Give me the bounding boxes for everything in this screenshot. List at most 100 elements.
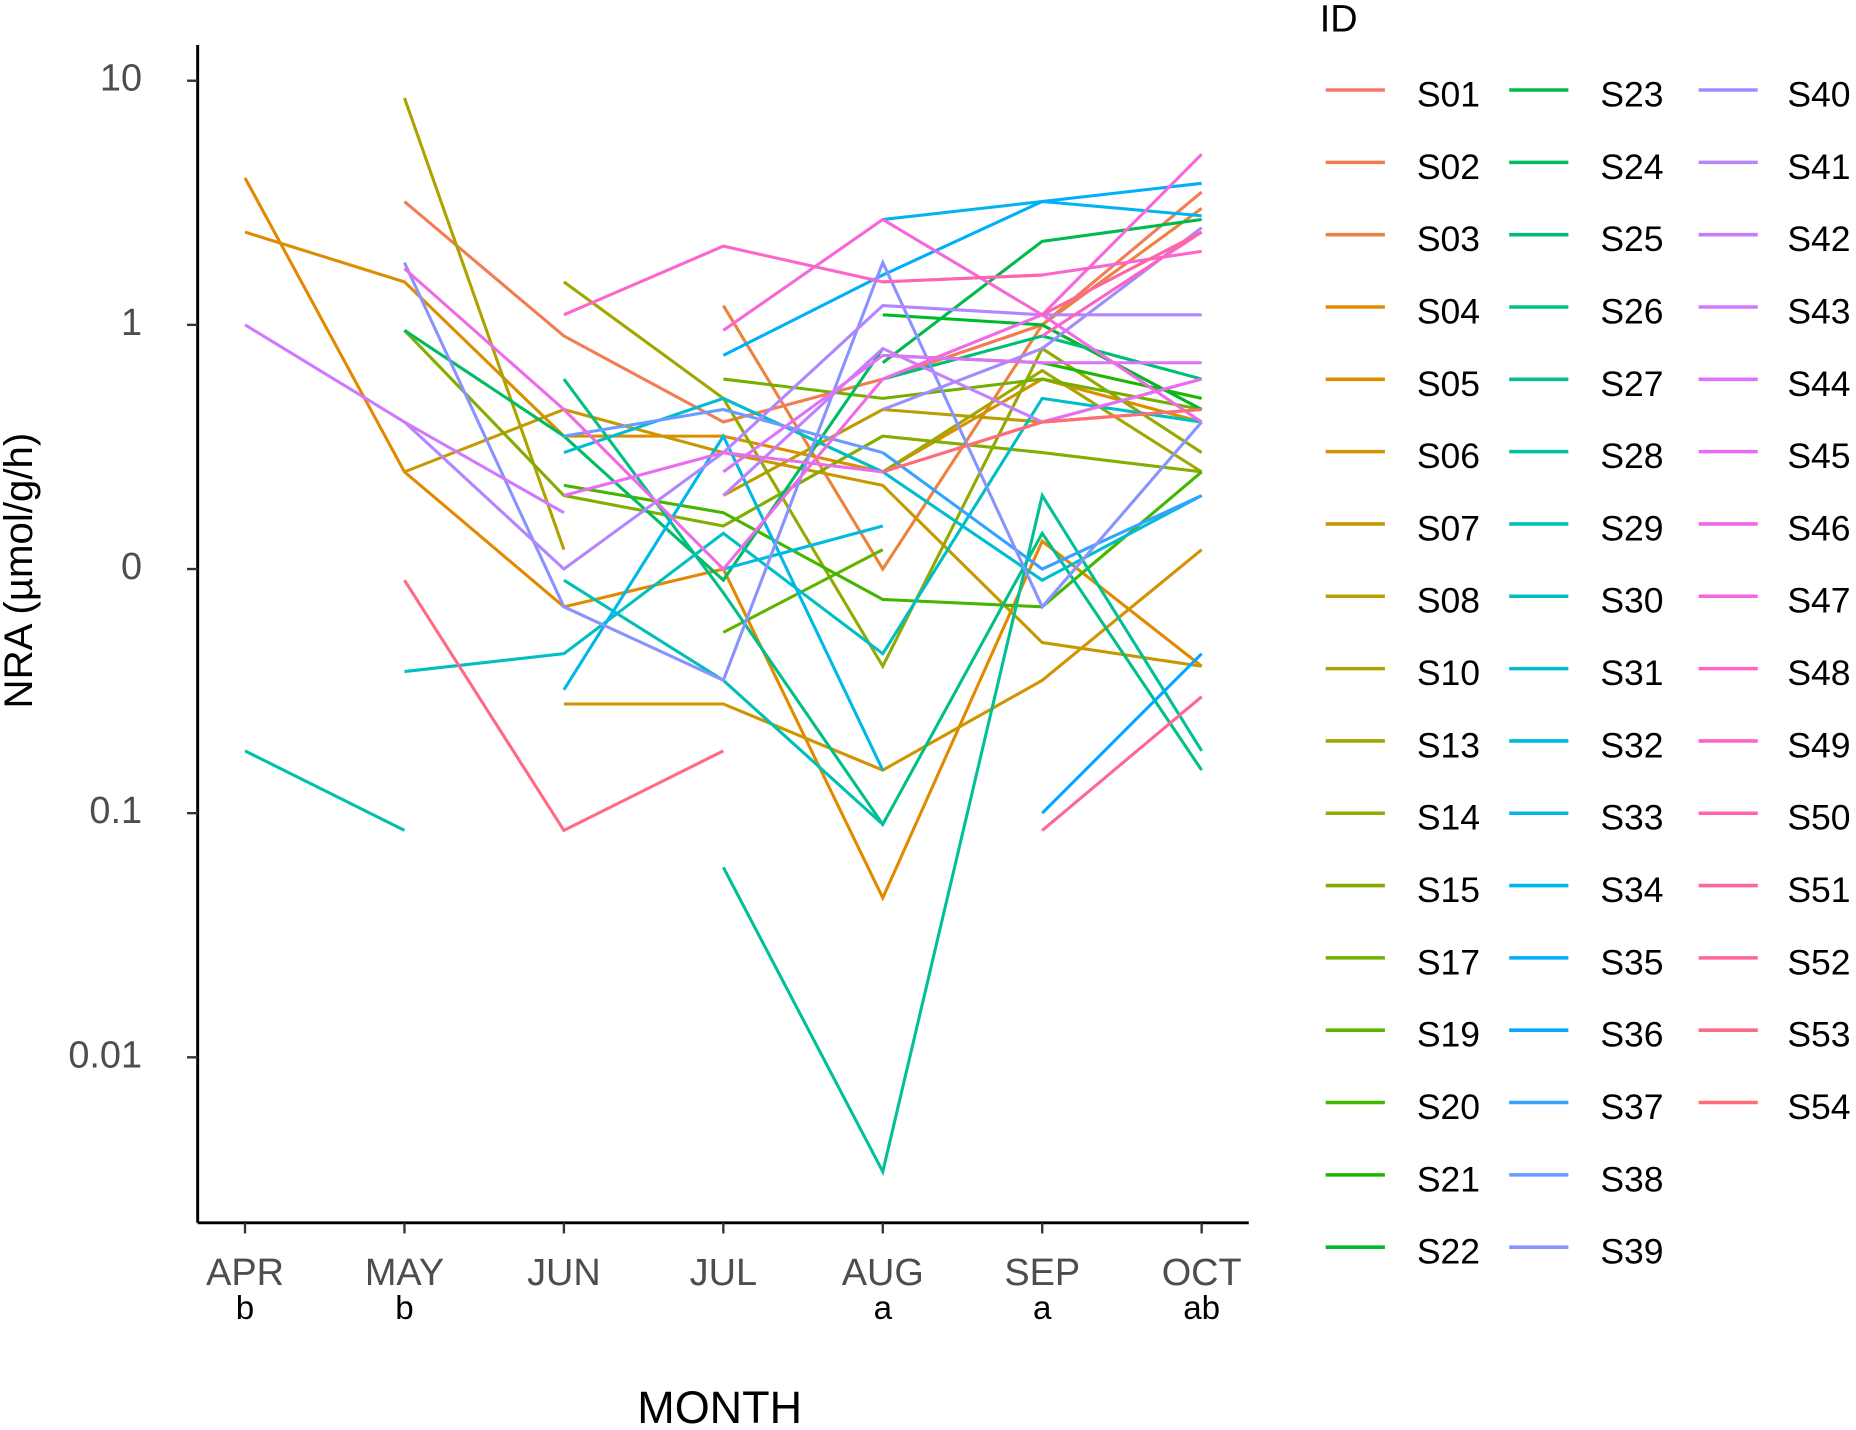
legend-label: S20 [1417,1087,1480,1127]
x-tick-label: APR [206,1252,284,1294]
legend-label: S07 [1417,508,1480,548]
series-line [403,258,1203,683]
legend-label: S25 [1600,219,1663,259]
legend-label: S42 [1787,219,1850,259]
legend-label: S19 [1417,1015,1480,1055]
legend-label: S32 [1600,725,1663,765]
y-axis-title: NRA (µmol/g/h) [0,433,41,709]
x-tick-letter: b [395,1290,413,1327]
legend-label: S15 [1417,870,1480,910]
x-tick-label: JUN [527,1252,601,1294]
legend-label: S23 [1600,74,1663,114]
legend-label: S08 [1417,581,1480,621]
x-tick-label: OCT [1162,1252,1242,1294]
legend-label: S17 [1417,942,1480,982]
y-tick-label: 1 [121,302,142,344]
series-line [882,313,1203,411]
series-line [403,303,1202,572]
y-tick-label: 0.01 [68,1034,142,1076]
series-line [722,548,884,634]
series-line [1041,230,1203,317]
legend-label: S30 [1600,581,1663,621]
series-line [403,579,725,833]
legend-label: S40 [1787,74,1850,114]
x-tick-letter: b [236,1290,254,1327]
x-tick-letter: a [1033,1290,1052,1327]
legend-label: S49 [1787,725,1850,765]
series-line [403,329,885,583]
legend-label: S36 [1600,1015,1663,1055]
legend-label: S43 [1787,291,1850,331]
legend-label: S44 [1787,364,1850,404]
y-tick-label: 10 [100,58,142,100]
series-line [881,217,1202,364]
legend-label: S26 [1600,291,1663,331]
series-line [243,177,1203,902]
x-tick-label: MAY [365,1252,444,1294]
legend-label: S53 [1787,1015,1850,1055]
series-line [562,378,1203,828]
legend-label: S24 [1600,147,1663,187]
series-line [1041,230,1203,338]
legend-label: S27 [1600,364,1663,404]
series-line [563,407,884,455]
legend-label: S21 [1417,1159,1480,1199]
series-line [882,407,1202,474]
series-line [403,407,1202,668]
legend-label: S04 [1417,291,1480,331]
legend-label: S48 [1787,653,1850,693]
series-line [244,749,406,832]
legend-label: S34 [1600,870,1663,910]
series-line [404,396,1202,674]
legend-label: S47 [1787,581,1850,621]
legend-label: S54 [1787,1087,1850,1127]
legend-label: S22 [1417,1232,1480,1272]
series-line [722,181,1202,357]
x-tick-label: JUL [690,1252,757,1294]
legend-label: S51 [1787,870,1850,910]
series-line [722,153,1203,332]
x-axis-title: MONTH [637,1382,802,1430]
series-line [721,491,1203,1177]
series-line [882,334,1203,381]
series-line [403,267,1203,572]
legend-label: S06 [1417,436,1480,476]
series-line [1041,652,1203,815]
legend-label: S35 [1600,942,1663,982]
y-tick-label: 0.1 [89,790,142,832]
series-line [881,451,1203,571]
series-line [722,353,1202,474]
legend-title: ID [1320,0,1358,40]
series-line [1041,695,1203,832]
legend-label: S28 [1600,436,1663,476]
series-line [562,432,885,771]
series-line [403,329,1202,528]
legend-label: S37 [1600,1087,1663,1127]
legend-label: S46 [1787,508,1850,548]
series-line [882,273,1043,284]
series-line [403,97,566,551]
legend-label: S14 [1417,798,1480,838]
series-line [723,377,1202,412]
legend-label: S05 [1417,364,1480,404]
legend-label: S01 [1417,74,1480,114]
legend-label: S41 [1787,147,1850,187]
legend-label: S31 [1600,653,1663,693]
x-tick-label: SEP [1004,1252,1080,1294]
x-tick-letter: ab [1183,1290,1220,1327]
x-tick-label: AUG [842,1252,924,1294]
legend-label: S52 [1787,942,1850,982]
series-line [722,524,884,571]
legend-label: S33 [1600,798,1663,838]
legend-label: S10 [1417,653,1480,693]
x-tick-letter: a [874,1290,893,1327]
legend-label: S50 [1787,798,1850,838]
legend-label: S13 [1417,725,1480,765]
series-line [563,470,1203,609]
legend-label: S45 [1787,436,1850,476]
legend-label: S38 [1600,1159,1663,1199]
series-line [244,323,565,515]
y-tick-label: 0 [121,546,142,588]
